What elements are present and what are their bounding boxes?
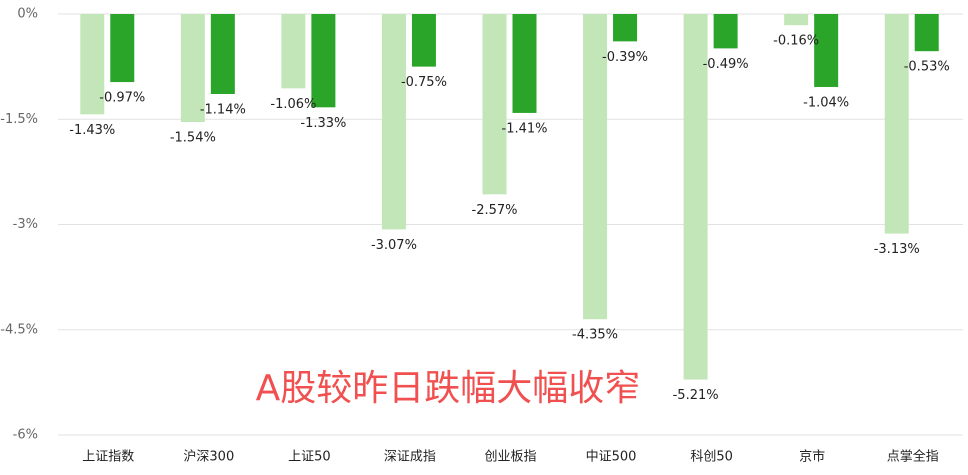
bar xyxy=(914,14,939,52)
x-tick-label: 点掌全指 xyxy=(887,449,939,465)
bar xyxy=(583,14,608,320)
bar xyxy=(613,14,638,42)
bar xyxy=(80,14,105,115)
x-tick-label: 深证成指 xyxy=(384,450,436,465)
x-tick-label: 创业板指 xyxy=(484,450,536,465)
x-tick-label: 上证50 xyxy=(288,450,331,465)
bar xyxy=(814,14,839,87)
bar xyxy=(210,14,235,94)
x-tick-label: 上证指数 xyxy=(82,450,134,465)
y-tick-label: -3% xyxy=(13,217,38,232)
data-label: -1.41% xyxy=(502,121,548,136)
data-label: -0.97% xyxy=(99,91,145,106)
y-tick-label: 0% xyxy=(17,7,38,22)
bar xyxy=(311,14,336,108)
x-tick-label: 沪深300 xyxy=(183,449,234,465)
bar xyxy=(884,14,909,234)
data-label: -1.54% xyxy=(170,131,216,146)
data-label: -3.13% xyxy=(874,242,920,257)
bar xyxy=(512,14,537,113)
data-label: -0.53% xyxy=(904,60,950,75)
data-label: -0.39% xyxy=(602,50,648,65)
data-label: -0.16% xyxy=(773,34,819,49)
data-label: -1.33% xyxy=(300,116,346,131)
y-tick-label: -1.5% xyxy=(0,112,38,127)
bar xyxy=(784,14,809,26)
bar xyxy=(683,14,708,380)
bar xyxy=(180,14,205,123)
data-label: -1.06% xyxy=(270,97,316,112)
data-label: -0.75% xyxy=(401,75,447,90)
data-label: -1.43% xyxy=(69,123,115,138)
bar xyxy=(381,14,406,230)
data-label: -0.49% xyxy=(703,57,749,72)
x-tick-label: 科创50 xyxy=(690,450,733,465)
data-label: -3.07% xyxy=(371,238,417,253)
data-label: -5.21% xyxy=(673,388,719,403)
data-label: -2.57% xyxy=(472,203,518,218)
bar xyxy=(110,14,135,83)
bar xyxy=(411,14,436,67)
data-label: -1.04% xyxy=(803,95,849,110)
data-label: -1.14% xyxy=(200,102,246,117)
bar xyxy=(713,14,738,49)
x-tick-label: 京市 xyxy=(799,449,825,465)
y-tick-label: -6% xyxy=(13,428,38,443)
y-tick-label: -4.5% xyxy=(0,322,38,337)
data-label: -4.35% xyxy=(572,328,618,343)
bar xyxy=(482,14,507,195)
x-tick-label: 中证500 xyxy=(586,450,637,465)
bar xyxy=(281,14,306,89)
annotation: A股较昨日跌幅大幅收窄 xyxy=(256,368,641,409)
